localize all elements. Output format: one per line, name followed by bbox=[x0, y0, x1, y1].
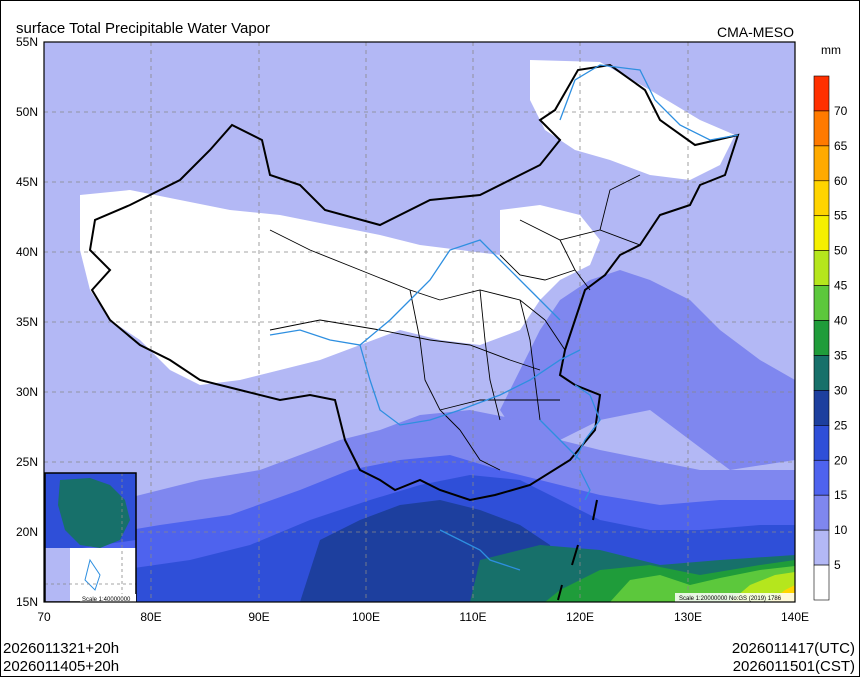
colorbar-swatch bbox=[813, 285, 830, 321]
colorbar-unit: mm bbox=[821, 43, 841, 57]
colorbar-swatch bbox=[813, 390, 830, 426]
pw-10-15-east bbox=[500, 270, 795, 470]
colorbar-level-label: 10 bbox=[834, 523, 848, 537]
map-title: surface Total Precipitable Water Vapor bbox=[16, 20, 271, 37]
lon-tick-label: 100E bbox=[352, 610, 380, 624]
model-source-label: CMA-MESO bbox=[717, 24, 794, 40]
lon-tick-label: 80E bbox=[140, 610, 161, 624]
inset-scale-label: Scale 1:40000000 bbox=[82, 597, 131, 603]
main-scale-label: Scale 1:20000000 No:GS (2019) 1786 bbox=[679, 596, 782, 602]
init-time-block: 2026011321+20h 2026011405+20h bbox=[3, 640, 119, 676]
maritime-dashes bbox=[557, 499, 598, 601]
valid-time-cst: 2026011501(CST) bbox=[732, 658, 855, 675]
valid-time-block: 2026011417(UTC) 2026011501(CST) bbox=[732, 640, 855, 676]
lon-tick-label: 90E bbox=[248, 610, 269, 624]
colorbar-swatch bbox=[813, 180, 830, 217]
dry-plateau-region bbox=[80, 190, 540, 385]
colorbar-swatch bbox=[813, 250, 830, 286]
lat-tick-label: 50N bbox=[16, 105, 38, 119]
china-border bbox=[88, 63, 740, 502]
lon-tick-label: 70 bbox=[37, 610, 51, 624]
dry-northeast-region bbox=[530, 60, 735, 180]
graticule bbox=[44, 42, 795, 602]
lat-tick-label: 25N bbox=[16, 455, 38, 469]
lat-tick-label: 20N bbox=[16, 525, 38, 539]
colorbar-swatch bbox=[813, 145, 830, 182]
colorbar-level-label: 45 bbox=[834, 279, 848, 293]
lat-tick-label: 40N bbox=[16, 245, 38, 259]
colorbar-swatch bbox=[813, 320, 830, 356]
lat-tick-label: 35N bbox=[16, 315, 38, 329]
colorbar-level-label: 70 bbox=[834, 104, 848, 118]
colorbar-swatch bbox=[813, 110, 830, 147]
colorbar-level-label: 25 bbox=[834, 418, 848, 432]
colorbar-swatch bbox=[813, 355, 830, 391]
init-time-cst: 2026011405+20h bbox=[3, 658, 120, 675]
colorbar-level-label: 30 bbox=[834, 383, 848, 397]
colorbar-swatch bbox=[813, 425, 830, 461]
latitude-axis: 55N 50N 45N 40N 35N 30N 25N 20N 15N bbox=[16, 35, 38, 609]
colorbar-swatch bbox=[813, 459, 830, 496]
lon-tick-label: 110E bbox=[459, 610, 486, 624]
colorbar-swatch bbox=[813, 564, 830, 601]
colorbar-level-label: 5 bbox=[834, 558, 841, 572]
lat-tick-label: 55N bbox=[16, 35, 38, 49]
lon-tick-label: 130E bbox=[674, 610, 702, 624]
colorbar-swatch bbox=[813, 75, 830, 112]
lon-tick-label: 140E bbox=[781, 610, 809, 624]
colorbar-level-label: 40 bbox=[834, 314, 848, 328]
colorbar-swatch bbox=[813, 215, 830, 251]
colorbar-level-label: 60 bbox=[834, 174, 848, 188]
colorbar-swatch bbox=[813, 529, 830, 566]
colorbar-level-label: 20 bbox=[834, 453, 848, 467]
longitude-axis: 70 80E 90E 100E 110E 120E 130E 140E bbox=[37, 610, 809, 624]
lat-tick-label: 30N bbox=[16, 385, 38, 399]
colorbar-level-label: 15 bbox=[834, 488, 848, 502]
colorbar-level-label: 50 bbox=[834, 244, 848, 258]
lat-tick-label: 15N bbox=[16, 595, 38, 609]
lat-tick-label: 45N bbox=[16, 175, 38, 189]
province-borders bbox=[269, 174, 641, 471]
colorbar-level-label: 55 bbox=[834, 209, 848, 223]
lon-tick-label: 120E bbox=[566, 610, 594, 624]
map-panel: Scale 1:40000000 Scale 1:20000000 No:GS … bbox=[44, 42, 795, 603]
colorbar-level-label: 65 bbox=[834, 139, 848, 153]
init-time-utc: 2026011321+20h bbox=[3, 640, 120, 657]
colorbar-level-label: 35 bbox=[834, 348, 848, 362]
valid-time-utc: 2026011417(UTC) bbox=[731, 640, 855, 657]
colorbar: 70 65 60 55 50 45 40 35 30 25 20 15 10 5 bbox=[813, 75, 848, 601]
south-china-sea-inset: Scale 1:40000000 bbox=[44, 472, 137, 603]
rivers-coastline bbox=[269, 64, 739, 571]
colorbar-swatch bbox=[813, 494, 830, 531]
map-border bbox=[43, 41, 796, 603]
